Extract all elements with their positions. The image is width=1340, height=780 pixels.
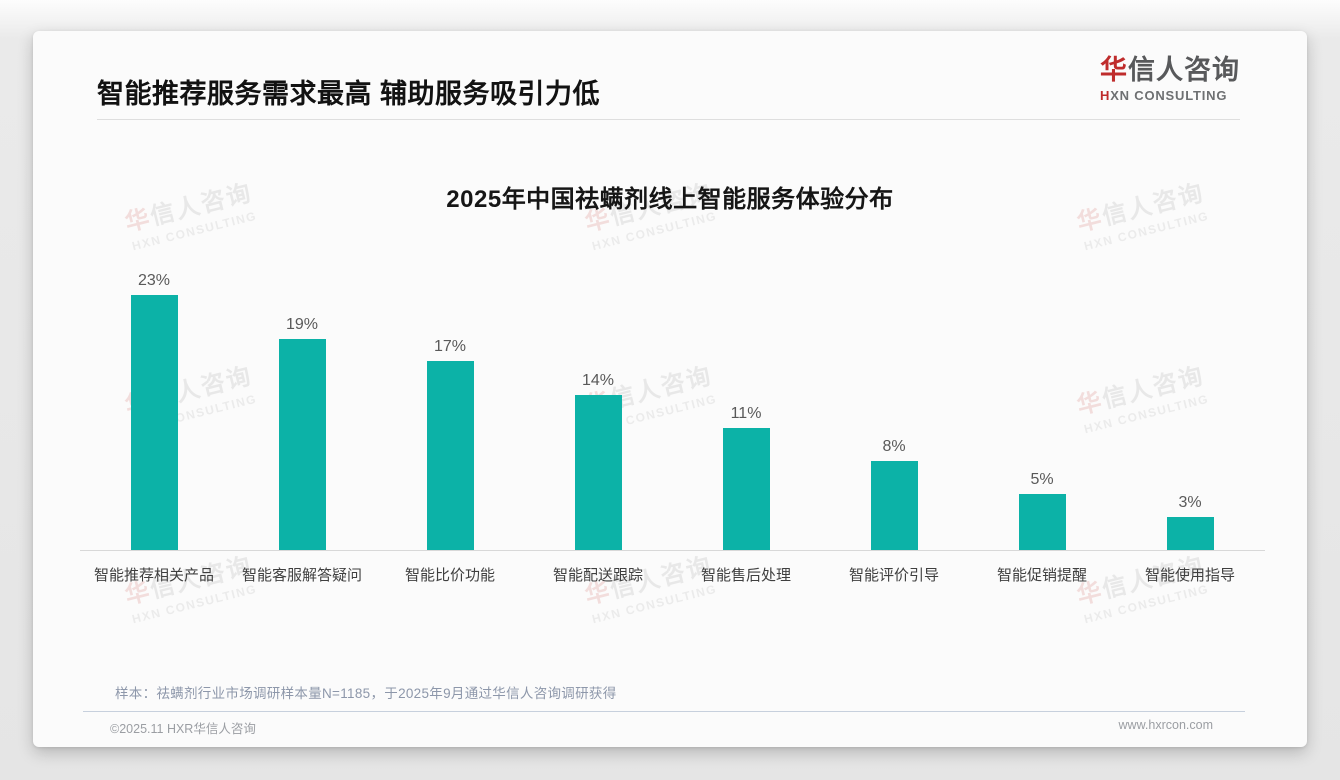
category-label: 智能促销提醒 [996,567,1087,584]
bar [278,339,326,550]
sample-note: 样本：祛螨剂行业市场调研样本量N=1185，于2025年9月通过华信人咨询调研获… [115,686,617,701]
bar-value-label: 3% [1178,494,1202,511]
logo-brand-text: 华信人咨询 [1100,55,1240,85]
chart-title: 2025年中国祛螨剂线上智能服务体验分布 [446,186,894,213]
bar-value-label: 11% [730,405,762,422]
bar-column: 3% [1116,250,1264,550]
bar [1018,494,1066,550]
logo-subtitle: HXN CONSULTING [1100,87,1228,103]
bar [1166,517,1214,550]
bar [870,461,918,550]
category-label: 智能使用指导 [1144,567,1235,584]
website-url: www.hxrcon.com [1118,718,1213,732]
bar-column: 11% [672,250,820,550]
bar-chart: 23% 19% 17% 14% 11% 8% 5% 3% [80,250,1264,550]
bar-value-label: 17% [433,338,467,355]
x-axis-line [80,550,1265,551]
category-label: 智能售后处理 [700,567,791,584]
bar-column: 19% [228,250,376,550]
category-labels-row: 智能推荐相关产品 智能客服解答疑问 智能比价功能 智能配送跟踪 智能售后处理 智能评价引导… [80,564,1264,585]
report-card: 华信人咨询 HXN CONSULTING 华信人咨询 HXN CONSULTING 华信… [33,31,1307,747]
footer-divider [83,711,1245,712]
header-divider [97,119,1240,120]
bar [130,295,178,550]
bar [574,395,622,550]
bar [426,361,474,550]
bar-value-label: 19% [285,316,319,333]
bar-column: 5% [968,250,1116,550]
bar-value-label: 14% [581,372,615,389]
company-logo: 华信人咨询 HXN CONSULTING [1100,55,1240,103]
category-label: 智能客服解答疑问 [241,567,362,584]
page-title: 智能推荐服务需求最高 辅助服务吸引力低 [97,79,601,109]
bar-column: 17% [376,250,524,550]
category-label: 智能比价功能 [404,567,495,584]
category-label: 智能评价引导 [848,567,939,584]
bar-value-label: 5% [1030,471,1054,488]
bar-value-label: 8% [882,438,906,455]
bar-column: 23% [80,250,228,550]
bar-column: 14% [524,250,672,550]
category-label: 智能配送跟踪 [552,567,643,584]
bar-value-label: 23% [137,272,171,289]
bar [722,428,770,550]
copyright-text: ©2025.11 HXR华信人咨询 [110,722,256,736]
category-label: 智能推荐相关产品 [93,567,214,584]
bar-column: 8% [820,250,968,550]
